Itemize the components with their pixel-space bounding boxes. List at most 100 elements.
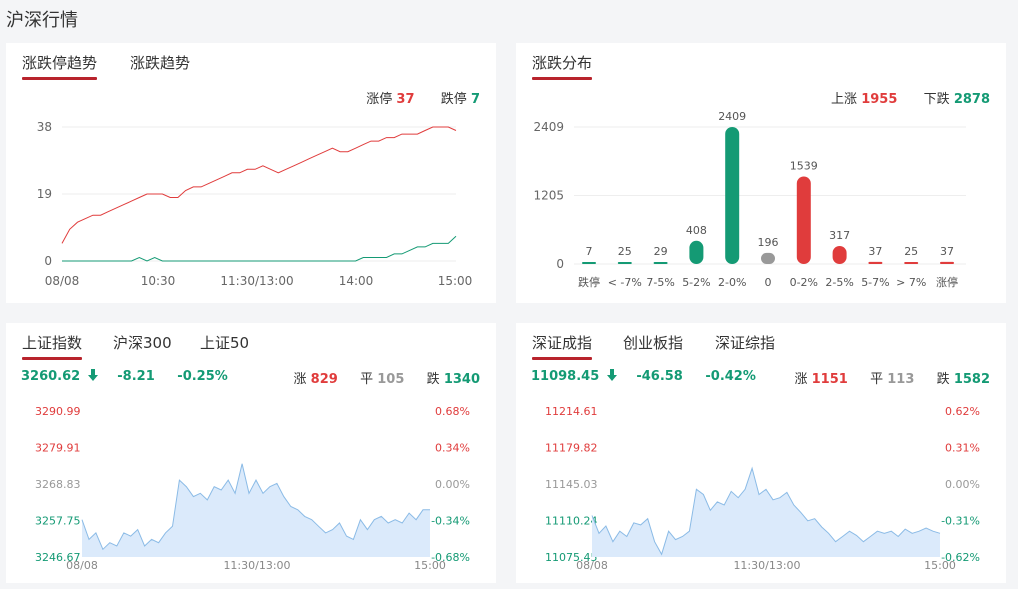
- x-tick-label: 15:00: [924, 559, 956, 572]
- x-tick-label: 2-5%: [825, 276, 853, 289]
- rise-value: 1955: [861, 92, 898, 107]
- y-tick-label-left: 3279.91: [35, 442, 81, 455]
- tab-limit-trend[interactable]: 涨跌停趋势: [22, 54, 98, 80]
- limit-down-label: 跌停: [440, 92, 467, 107]
- limit-summary: 涨停 37 跌停 7: [366, 88, 480, 107]
- x-tick-label: 0-2%: [790, 276, 818, 289]
- bar-value-label: 1539: [790, 159, 818, 172]
- sh-down-label: 跌: [426, 372, 440, 387]
- bar-value-label: 7: [586, 245, 593, 258]
- bar: [832, 245, 847, 264]
- y-tick-label: 38: [37, 120, 52, 134]
- y-tick-label-left: 3257.75: [35, 515, 81, 528]
- x-tick-label: 11:30/13:00: [220, 274, 293, 288]
- bar-value-label: 196: [758, 236, 779, 249]
- sh-flat-value: 105: [377, 372, 405, 387]
- bar-value-label: 37: [940, 245, 954, 258]
- sh-up-label: 涨: [293, 372, 307, 387]
- tab-csi300[interactable]: 沪深300: [113, 334, 172, 352]
- bar: [582, 262, 596, 264]
- sz-quote: 11098.45 -46.58 -0.42%: [531, 368, 756, 384]
- y-tick-label-left: 11075.45: [545, 551, 598, 564]
- y-tick-label-right: -0.34%: [431, 515, 470, 528]
- y-tick-label: 1205: [533, 188, 564, 202]
- limit-trend-chart: 0 19 38 08/08 10:30 11:30/13:00 14:00 15:00: [37, 120, 473, 288]
- sh-index-panel: 上证指数 沪深300 上证50 3260.62 -8.21 -0.25% 涨 8…: [6, 323, 496, 583]
- sz-up-label: 涨: [794, 372, 808, 387]
- y-tick-label-right: 0.31%: [945, 442, 980, 455]
- index-line: [591, 466, 941, 556]
- x-tick-label: 14:00: [339, 274, 374, 288]
- tab-sse50[interactable]: 上证50: [200, 334, 250, 352]
- y-tick-label-right: 0.00%: [945, 478, 980, 491]
- sh-change: -8.21: [117, 369, 155, 384]
- sh-index-chart: 3290.99 0.68% 3279.91 0.34% 3268.83 0.00% 3257…: [35, 405, 470, 572]
- bar: [904, 262, 919, 264]
- sz-down-label: 跌: [936, 372, 950, 387]
- x-tick-label: 5-7%: [861, 276, 889, 289]
- y-tick-label-left: 3246.67: [35, 551, 81, 564]
- sh-flat-label: 平: [360, 372, 374, 387]
- bar-value-label: 29: [654, 245, 668, 258]
- sz-price: 11098.45: [531, 369, 600, 384]
- y-tick-label-left: 3290.99: [35, 405, 81, 418]
- sz-flat-label: 平: [870, 372, 884, 387]
- tab-distribution[interactable]: 涨跌分布: [532, 54, 593, 80]
- x-tick-label: 10:30: [141, 274, 176, 288]
- x-tick-label: 7-5%: [646, 276, 674, 289]
- bar: [689, 240, 704, 264]
- x-tick-label: 15:00: [438, 274, 473, 288]
- bar: [796, 176, 811, 264]
- limit-down-value: 7: [470, 92, 480, 107]
- page-title: 沪深行情: [6, 10, 78, 31]
- index-area: [82, 463, 430, 557]
- limit-up-label: 涨停: [366, 92, 393, 107]
- y-tick-label-left: 3268.83: [35, 478, 81, 491]
- x-tick-label: 涨停: [936, 275, 958, 289]
- tab-chinext[interactable]: 创业板指: [623, 334, 684, 352]
- index-line: [81, 463, 430, 551]
- series-line-limit-up: [61, 126, 457, 244]
- fall-value: 2878: [953, 92, 990, 107]
- tab-rise-fall-trend[interactable]: 涨跌趋势: [130, 54, 191, 72]
- sz-down-value: 1582: [953, 372, 990, 387]
- distribution-summary: 上涨 1955 下跌 2878: [831, 88, 990, 107]
- limit-up-value: 37: [396, 92, 415, 107]
- sz-index-chart: 11214.61 0.62% 11179.82 0.31% 11145.03 0.00% 1…: [545, 405, 980, 572]
- bar-value-label: 25: [904, 245, 918, 258]
- y-tick-label-right: 0.68%: [435, 405, 470, 418]
- x-tick-label: > 7%: [896, 276, 926, 289]
- x-tick-label: 2-0%: [718, 276, 746, 289]
- sz-change-pct: -0.42%: [705, 369, 756, 384]
- x-tick-label: < -7%: [608, 276, 642, 289]
- sh-down-value: 1340: [443, 372, 480, 387]
- sh-up-value: 829: [310, 372, 338, 387]
- x-tick-label: 5-2%: [682, 276, 710, 289]
- bar: [725, 127, 740, 264]
- bar-value-label: 317: [829, 229, 850, 242]
- sh-breadth: 涨 829 平 105 跌 1340: [294, 368, 481, 387]
- sh-price: 3260.62: [21, 369, 81, 384]
- y-tick-label: 2409: [533, 120, 564, 134]
- sz-flat-value: 113: [887, 372, 915, 387]
- y-tick-label-left: 11179.82: [545, 442, 598, 455]
- x-tick-label: 跌停: [578, 275, 600, 289]
- y-tick-label-right: 0.62%: [945, 405, 980, 418]
- y-tick-label-right: -0.31%: [941, 515, 980, 528]
- bar: [761, 252, 775, 264]
- y-tick-label: 0: [556, 257, 564, 271]
- x-tick-label: 08/08: [45, 274, 80, 288]
- bar-value-label: 25: [618, 245, 632, 258]
- y-tick-label-left: 11145.03: [545, 478, 598, 491]
- y-tick-label-left: 11214.61: [545, 405, 598, 418]
- sz-change: -46.58: [636, 369, 683, 384]
- tab-sz-component[interactable]: 深证成指: [532, 334, 593, 360]
- tab-sz-composite[interactable]: 深证综指: [715, 334, 776, 352]
- y-tick-label: 0: [44, 254, 52, 268]
- bar-value-label: 37: [868, 245, 882, 258]
- y-tick-label-left: 11110.24: [545, 515, 598, 528]
- x-tick-label: 15:00: [414, 559, 446, 572]
- tab-sh-composite[interactable]: 上证指数: [22, 334, 83, 360]
- rise-label: 上涨: [831, 92, 858, 107]
- index-area: [592, 468, 940, 557]
